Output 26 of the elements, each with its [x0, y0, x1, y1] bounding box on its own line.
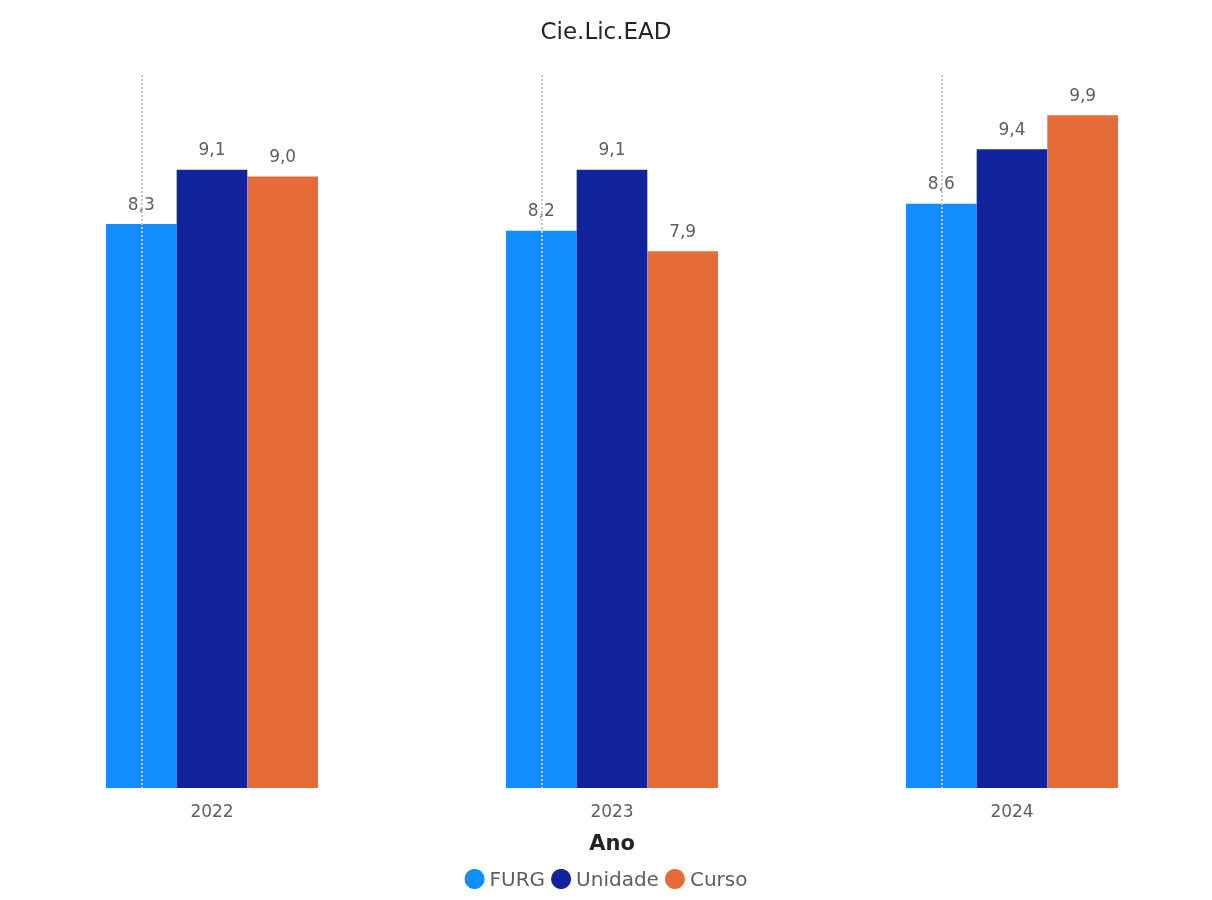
legend-label: Unidade: [576, 867, 659, 891]
bar: [647, 251, 718, 788]
data-label: 7,9: [669, 220, 697, 241]
bar: [1047, 115, 1118, 788]
legend-label: Curso: [689, 867, 748, 891]
x-tick-label: 2024: [990, 800, 1034, 821]
x-tick-label: 2022: [190, 800, 234, 821]
data-label: 9,0: [269, 146, 297, 167]
legend-label: FURG: [489, 867, 546, 891]
bar: [576, 169, 648, 788]
bar: [906, 203, 977, 788]
bar: [247, 176, 318, 788]
data-label: 9,4: [998, 118, 1026, 139]
bar: [976, 149, 1048, 788]
x-axis-title: Ano: [589, 830, 635, 855]
chart-title: Cie.Lic.EAD: [540, 17, 672, 44]
data-label: 8,2: [527, 200, 555, 221]
x-tick-label: 2023: [590, 800, 634, 821]
data-label: 9,9: [1069, 84, 1097, 105]
bar: [506, 230, 577, 788]
data-label: 9,1: [198, 139, 226, 160]
bar: [176, 169, 248, 788]
data-label: 8,6: [927, 173, 955, 194]
bar: [106, 224, 177, 788]
data-label: 9,1: [598, 139, 626, 160]
data-label: 8,3: [127, 193, 155, 214]
